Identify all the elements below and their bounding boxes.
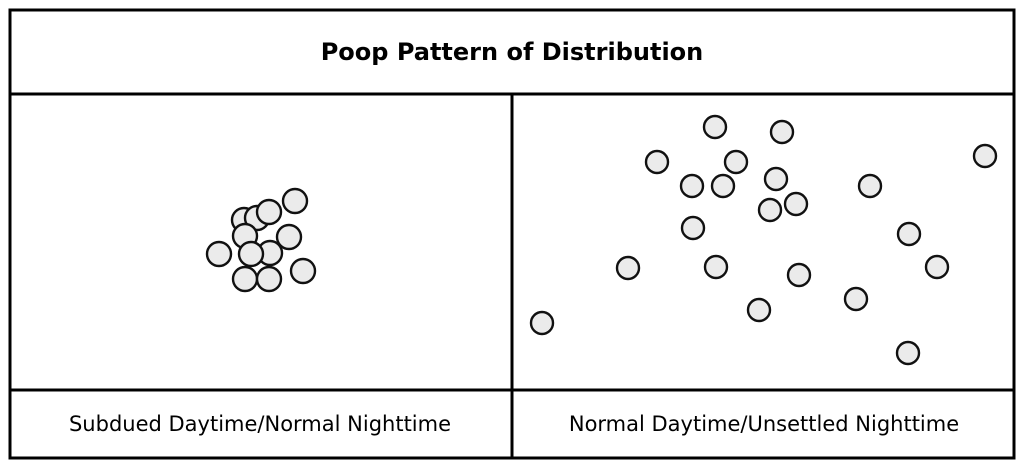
dot [615,255,641,281]
dot [757,197,783,223]
dot [895,340,921,366]
dot [723,149,749,175]
dot [205,240,233,268]
dot [896,221,922,247]
dot [746,297,772,323]
dot [679,173,705,199]
dot [769,119,795,145]
left-panel-caption: Subdued Daytime/Normal Nighttime [68,412,452,436]
dot [255,198,283,226]
dot [763,166,789,192]
right-panel-caption: Normal Daytime/Unsettled Nighttime [568,412,960,436]
diagram-title: Poop Pattern of Distribution [320,38,704,66]
dot [786,262,812,288]
dot [783,191,809,217]
dot [710,173,736,199]
dot [843,286,869,312]
dot [237,240,265,268]
dot [281,187,309,215]
dot [680,215,706,241]
dot [289,257,317,285]
dot [255,265,283,293]
dot [857,173,883,199]
dot [924,254,950,280]
dot [529,310,555,336]
left-panel-dots [205,187,317,293]
dot [644,149,670,175]
dot [702,114,728,140]
dot [703,254,729,280]
dot [275,223,303,251]
dot [231,265,259,293]
dot [972,143,998,169]
right-panel-dots [529,114,998,366]
